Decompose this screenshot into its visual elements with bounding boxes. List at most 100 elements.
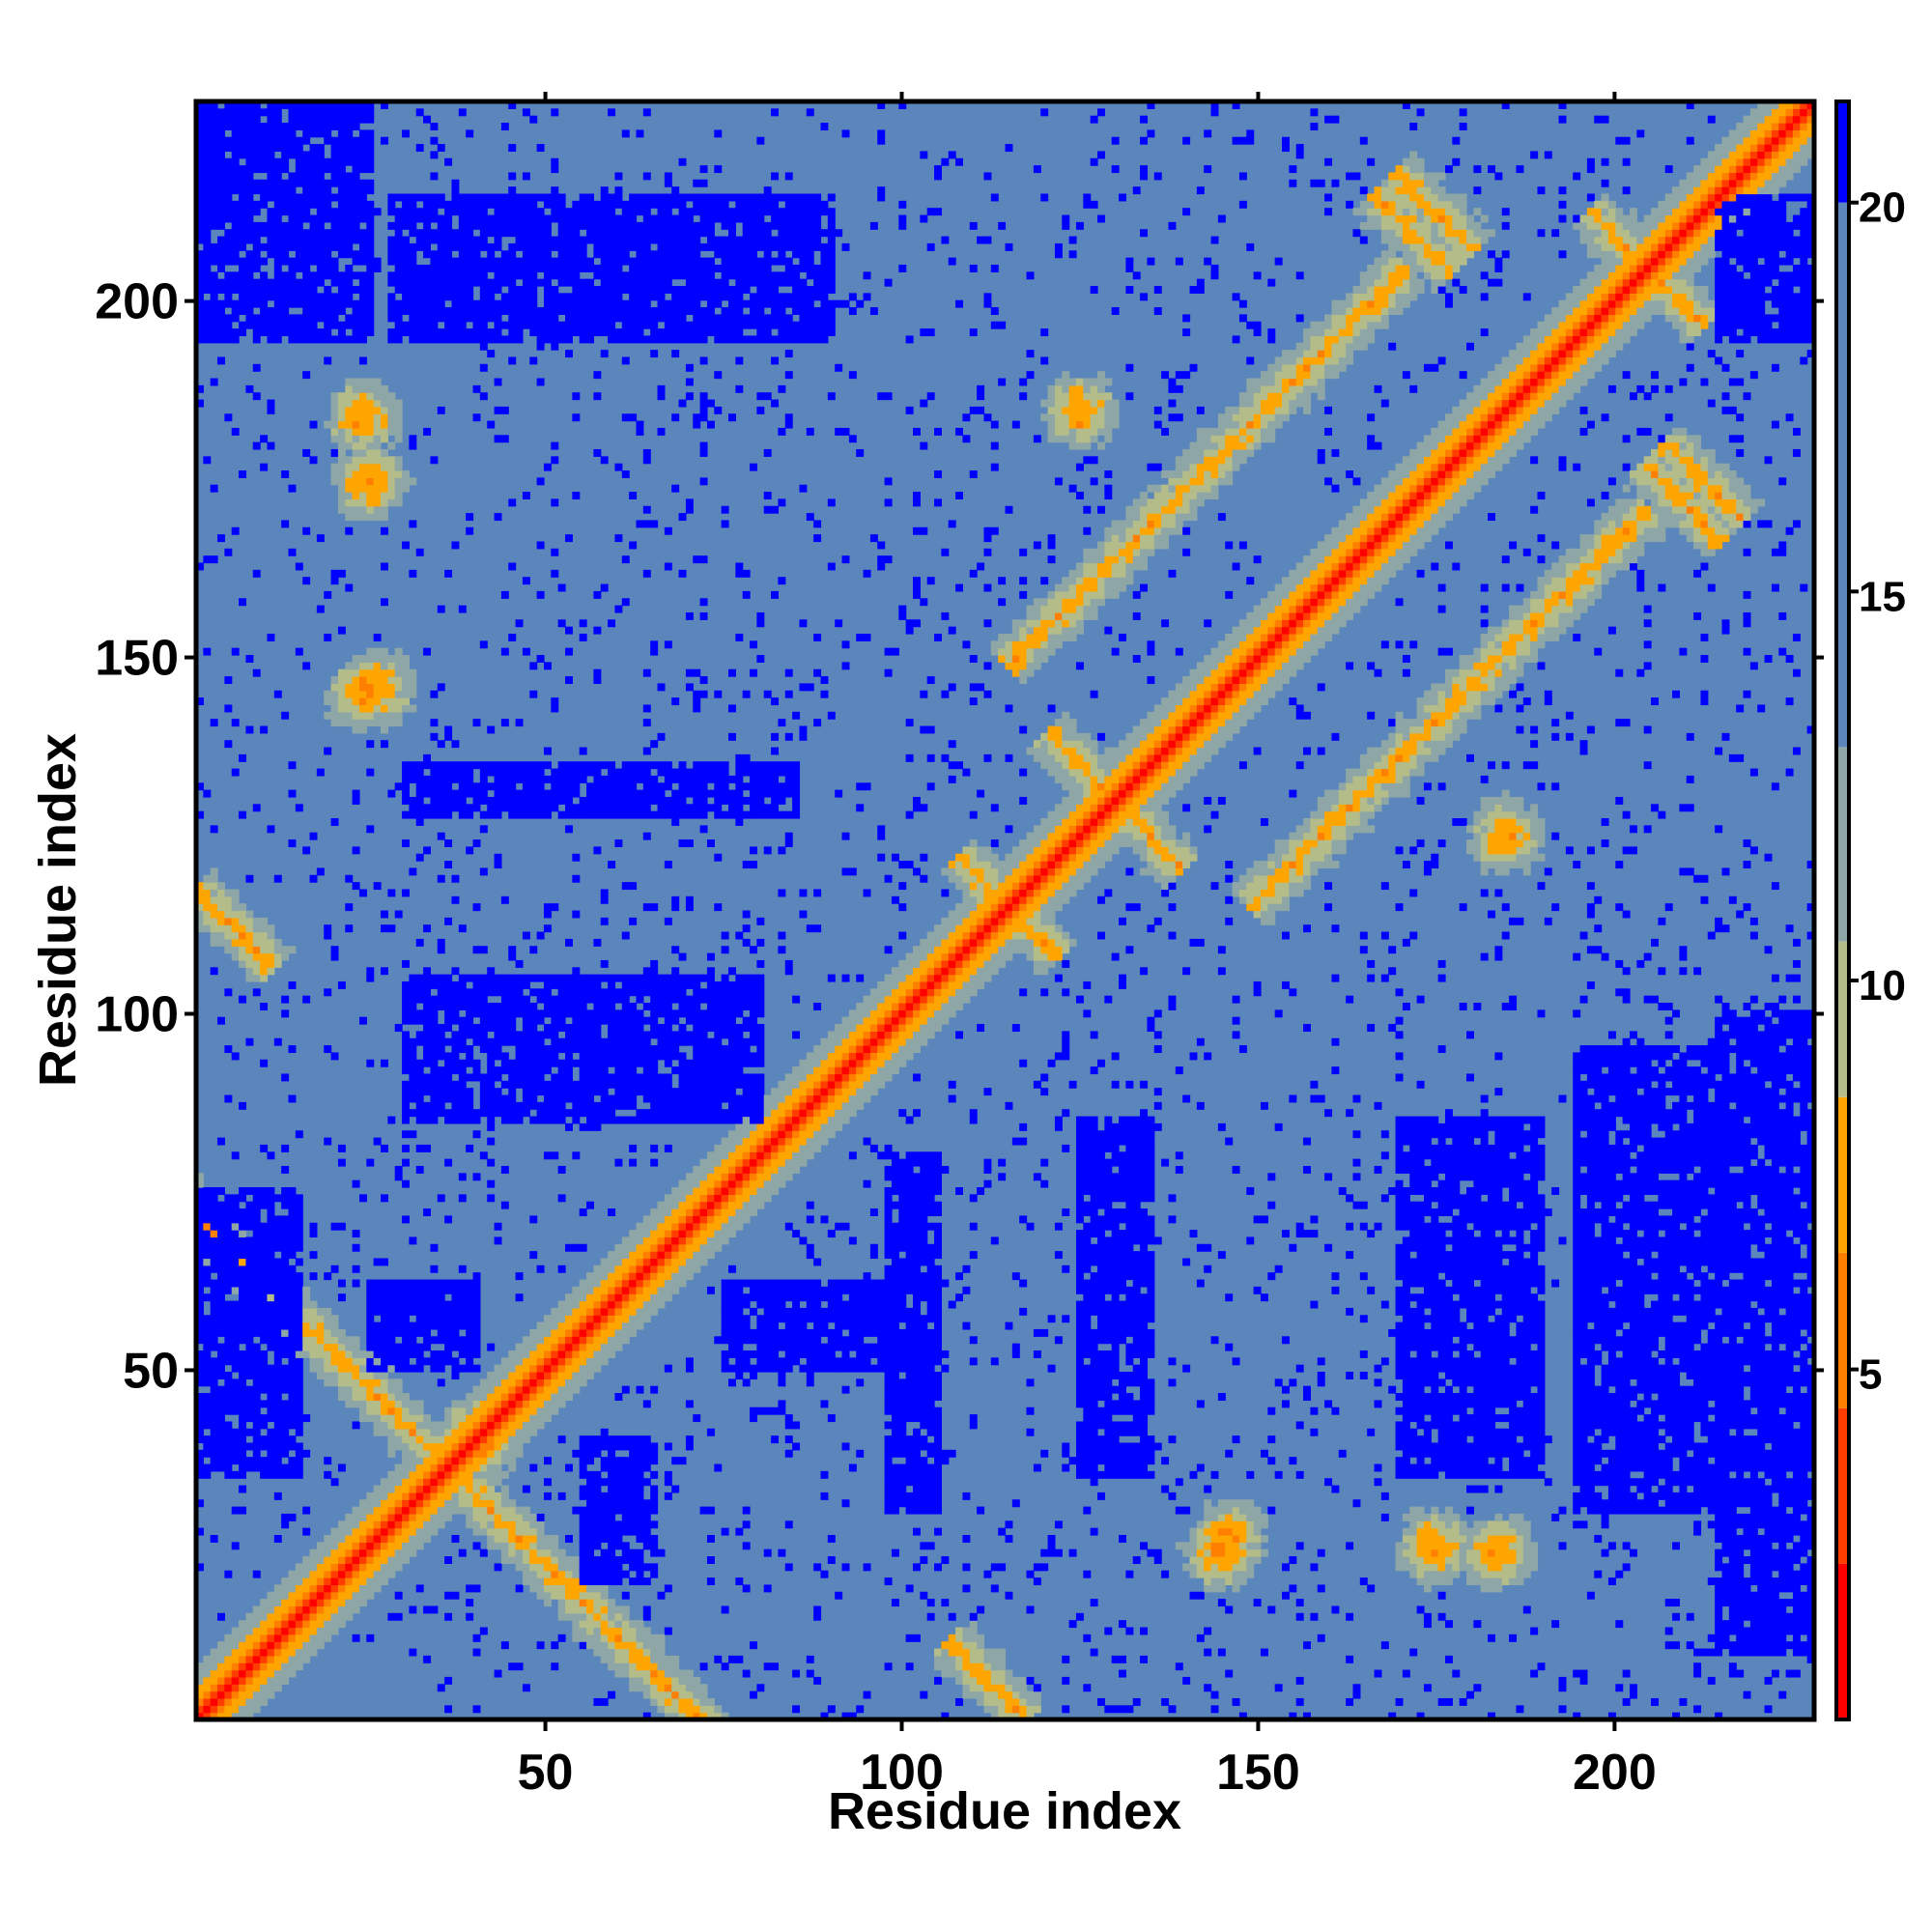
heatmap-cell [536,804,545,812]
heatmap-cell [593,328,602,337]
heatmap-cell [267,946,275,954]
heatmap-cell [231,1272,240,1281]
heatmap-cell [252,1428,261,1436]
heatmap-cell [565,271,573,280]
heatmap-cell [366,115,375,124]
heatmap-cell [586,1527,595,1536]
heatmap-cell [472,789,481,798]
heatmap-cell [267,1372,275,1379]
heatmap-cell [295,1591,303,1600]
heatmap-cell [267,1364,275,1373]
heatmap-cell [444,917,453,925]
heatmap-cell [273,1258,282,1266]
heatmap-cell [252,1435,261,1444]
heatmap-cell [345,1513,354,1521]
heatmap-cell [522,1378,530,1387]
heatmap-cell [217,938,225,947]
heatmap-cell [387,1527,396,1536]
heatmap-cell [337,435,346,443]
heatmap-cell [409,1321,417,1330]
heatmap-cell [487,1109,496,1118]
heatmap-cell [430,229,439,238]
heatmap-cell [529,946,538,954]
heatmap-cell [593,1279,602,1288]
heatmap-cell [437,1364,445,1373]
heatmap-cell [316,1584,325,1593]
heatmap-cell [366,108,375,117]
heatmap-cell [309,101,318,109]
heatmap-cell [231,1286,240,1294]
heatmap-cell [494,1073,502,1082]
heatmap-cell [295,1279,303,1288]
heatmap-cell [387,484,396,493]
heatmap-cell [260,286,269,294]
heatmap-cell [352,1279,360,1288]
heatmap-cell [586,193,595,202]
heatmap-cell [437,1194,445,1203]
heatmap-cell [239,214,247,223]
heatmap-cell [196,1279,204,1288]
heatmap-cell [572,761,581,770]
heatmap-cell [579,236,587,244]
heatmap-cell [579,1080,587,1089]
heatmap-cell [466,1457,474,1465]
heatmap-cell [479,761,488,770]
heatmap-cell [437,1478,445,1487]
heatmap-cell [557,1372,566,1379]
heatmap-cell [352,392,360,401]
heatmap-cell [451,1364,460,1373]
heatmap-cell [551,1400,559,1408]
heatmap-cell [508,1506,517,1515]
heatmap-cell [543,200,552,209]
heatmap-cell [593,286,602,294]
heatmap-cell [487,1016,496,1025]
heatmap-cell [430,314,439,323]
heatmap-cell [387,1563,396,1572]
heatmap-cell [402,1179,410,1188]
heatmap-cell [458,208,467,216]
heatmap-cell [203,299,212,308]
heatmap-cell [217,1300,225,1309]
heatmap-cell [337,1385,346,1394]
heatmap-cell [487,1393,496,1402]
heatmap-cell [387,1449,396,1458]
heatmap-cell [352,690,360,698]
heatmap-cell [267,406,275,414]
heatmap-cell [508,328,517,337]
heatmap-cell [273,1343,282,1351]
heatmap-cell [345,1343,354,1351]
heatmap-cell [572,1378,581,1387]
heatmap-cell [203,882,212,891]
heatmap-cell [196,193,204,202]
heatmap-cell [295,1449,303,1458]
heatmap-cell [593,938,602,947]
heatmap-cell [381,1258,388,1266]
heatmap-cell [352,378,360,386]
heatmap-cell [565,1378,573,1387]
heatmap-cell [324,1357,332,1366]
heatmap-cell [458,810,467,819]
heatmap-cell [345,492,354,500]
heatmap-cell [472,1449,481,1458]
heatmap-cell [415,214,424,223]
heatmap-cell [295,1577,303,1586]
heatmap-cell [309,236,318,244]
heatmap-cell [444,1556,453,1564]
heatmap-cell [217,108,225,117]
heatmap-cell [565,782,573,791]
heatmap-cell [316,307,325,315]
heatmap-cell [402,1393,410,1402]
heatmap-cell [239,1272,247,1281]
heatmap-cell [437,200,445,209]
heatmap-cell [337,711,346,720]
heatmap-cell [479,392,488,401]
heatmap-cell [239,1449,247,1458]
heatmap-cell [522,1542,530,1550]
heatmap-cell [515,1414,524,1423]
heatmap-cell [409,314,417,323]
heatmap-cell [288,1222,297,1231]
heatmap-cell [252,165,261,174]
heatmap-cell [586,1059,595,1067]
heatmap-cell [302,1634,311,1642]
heatmap-cell [494,1400,502,1408]
